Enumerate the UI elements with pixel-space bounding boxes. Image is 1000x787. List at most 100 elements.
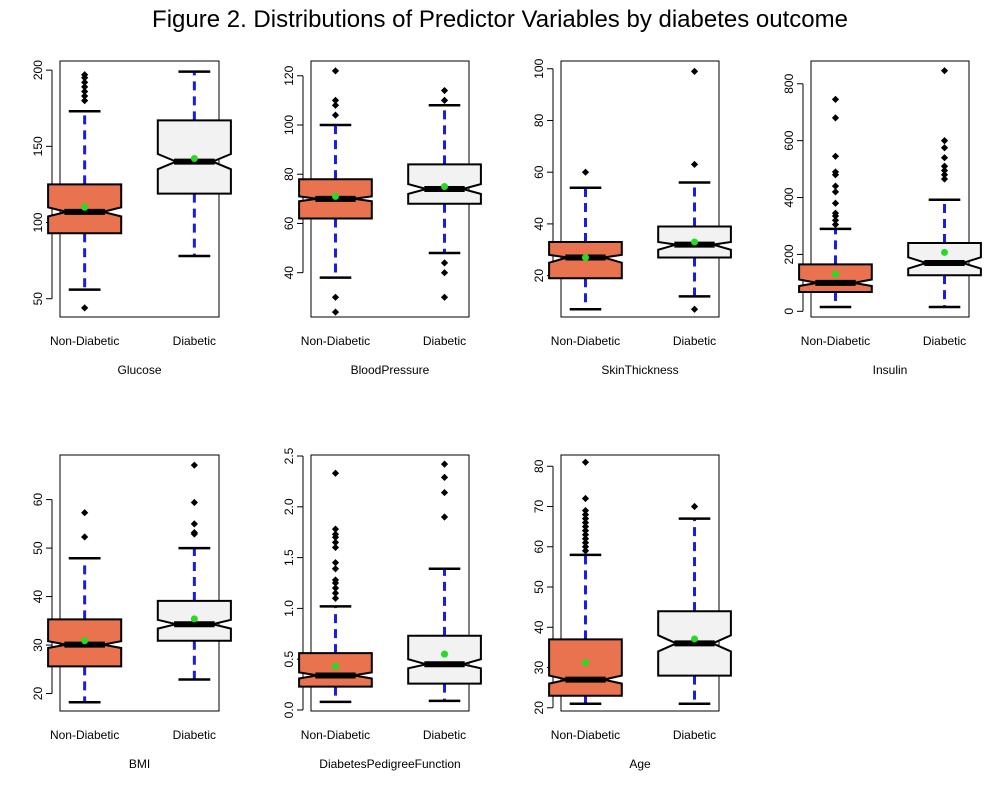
- x-axis-label: Insulin: [873, 363, 908, 377]
- outlier-point: [331, 308, 340, 316]
- outlier-point: [940, 162, 949, 170]
- outlier-point: [831, 152, 840, 160]
- panel-diabetespedigreefunction: 0.0 0.5 1.0 1.5 2.0 2.5 Non-Diabetic Diabetic Di…: [282, 447, 482, 771]
- y-tick-label: 80: [532, 113, 546, 127]
- y-tick-label: 80: [282, 167, 296, 181]
- y-tick-label: 50: [532, 580, 546, 594]
- x-tick-label: Diabetic: [923, 334, 966, 348]
- y-tick-label: 40: [31, 590, 45, 604]
- plot-frame: [310, 454, 470, 712]
- outlier-point: [440, 293, 449, 301]
- outlier-point: [331, 67, 340, 75]
- outlier-point: [81, 78, 89, 86]
- outlier-point: [440, 96, 449, 104]
- y-tick-label: 200: [31, 60, 45, 80]
- x-tick-label: Diabetic: [673, 728, 716, 742]
- outlier-point: [831, 199, 840, 207]
- y-tick-label: 60: [532, 165, 546, 179]
- notched-box: [548, 638, 623, 697]
- outlier-point: [440, 488, 449, 497]
- outlier-point: [81, 97, 89, 105]
- mean-point: [81, 637, 89, 645]
- outlier-point: [81, 87, 89, 96]
- y-tick-label: 60: [532, 540, 546, 554]
- y-tick-label: 100: [31, 212, 45, 232]
- outlier-point: [440, 259, 449, 267]
- outlier-point: [190, 461, 198, 469]
- notched-box: [298, 652, 373, 688]
- y-tick-label: 400: [782, 187, 796, 207]
- plot-frame: [810, 60, 970, 318]
- box-non-diabetic: [298, 67, 373, 316]
- mean-point: [691, 238, 699, 246]
- notched-box: [798, 263, 873, 293]
- outlier-point: [81, 533, 89, 541]
- outlier-point: [331, 111, 340, 119]
- y-tick-label: 2.5: [282, 447, 296, 464]
- outlier-point: [81, 92, 89, 100]
- y-tick-label: 40: [282, 266, 296, 280]
- x-tick-label: Non-Diabetic: [551, 334, 620, 348]
- outlier-point: [940, 67, 949, 75]
- outlier-point: [190, 498, 198, 507]
- panel-bloodpressure: 40 60 80 100 120 Non-Diabetic Diabetic BloodPre…: [282, 60, 482, 377]
- x-tick-label: Non-Diabetic: [801, 334, 870, 348]
- y-tick-label: 60: [31, 493, 45, 507]
- outlier-point: [81, 83, 89, 91]
- y-tick-label: 100: [532, 58, 546, 78]
- plot-frame: [560, 60, 720, 318]
- box-non-diabetic: [298, 469, 373, 704]
- y-tick-label: 70: [532, 500, 546, 514]
- box-diabetic: [907, 67, 982, 309]
- outlier-point: [940, 144, 949, 152]
- box-non-diabetic: [47, 509, 123, 704]
- y-tick-label: 120: [282, 65, 296, 85]
- x-axis-label: BMI: [129, 757, 150, 771]
- outlier-point: [81, 509, 89, 517]
- outlier-point: [331, 469, 340, 477]
- outlier-point: [331, 565, 340, 573]
- y-tick-label: 40: [532, 217, 546, 231]
- outlier-point: [940, 137, 949, 145]
- x-tick-label: Diabetic: [173, 334, 216, 348]
- mean-point: [831, 270, 839, 278]
- mean-point: [190, 155, 198, 163]
- outlier-point: [331, 538, 340, 546]
- box-non-diabetic: [47, 71, 123, 312]
- box-diabetic: [407, 460, 482, 703]
- outlier-point: [831, 220, 840, 229]
- outlier-point: [440, 460, 449, 468]
- outlier-point: [581, 510, 590, 519]
- outlier-point: [581, 168, 590, 176]
- outlier-point: [331, 589, 340, 597]
- outlier-point: [331, 96, 340, 104]
- y-tick-label: 0.0: [282, 701, 296, 718]
- outlier-point: [581, 531, 590, 539]
- panel-insulin: 0 200 400 600 800 Non-Diabetic Diabetic Insulin: [782, 60, 982, 377]
- box-diabetic: [657, 67, 732, 313]
- box-diabetic: [156, 70, 232, 258]
- outlier-point: [581, 519, 590, 527]
- mean-point: [190, 615, 198, 623]
- outlier-point: [581, 539, 590, 547]
- box-non-diabetic: [548, 168, 623, 311]
- outlier-point: [440, 473, 449, 481]
- x-tick-label: Non-Diabetic: [50, 728, 119, 742]
- outlier-point: [440, 513, 449, 521]
- outlier-point: [581, 458, 590, 466]
- y-tick-label: 30: [532, 661, 546, 675]
- plot-frame: [560, 454, 720, 712]
- outlier-point: [690, 305, 699, 313]
- outlier-point: [331, 576, 340, 584]
- x-axis-label: DiabetesPedigreeFunction: [319, 757, 460, 771]
- panel-bmi: 20 30 40 50 60 Non-Diabetic Diabetic BMI: [31, 454, 232, 771]
- outlier-point: [831, 182, 840, 190]
- outlier-point: [831, 216, 840, 224]
- outlier-point: [831, 188, 840, 196]
- outlier-point: [440, 269, 449, 277]
- outlier-point: [81, 71, 89, 79]
- box-diabetic: [156, 461, 232, 681]
- outlier-point: [581, 494, 590, 503]
- outlier-point: [331, 584, 340, 592]
- y-tick-label: 150: [31, 136, 45, 156]
